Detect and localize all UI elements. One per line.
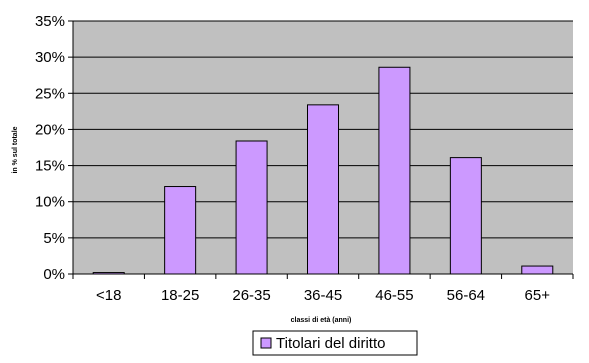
y-tick-label: 25% bbox=[35, 85, 65, 102]
bar bbox=[378, 66, 411, 275]
x-tick-label: 46-55 bbox=[375, 287, 413, 304]
x-tick-label: 36-45 bbox=[304, 287, 342, 304]
bars bbox=[92, 66, 554, 275]
x-tick-label: 56-64 bbox=[447, 287, 485, 304]
x-tick-label: 65+ bbox=[525, 287, 551, 304]
y-tick-labels: 0% 5% 10% 15% 20% 25% 30% 35% bbox=[35, 13, 73, 283]
y-tick-label: 0% bbox=[43, 266, 65, 283]
x-tick-label: 26-35 bbox=[232, 287, 270, 304]
y-tick-label: 10% bbox=[35, 194, 65, 211]
bar bbox=[235, 140, 268, 275]
y-tick-label: 5% bbox=[43, 230, 65, 247]
y-tick-label: 30% bbox=[35, 49, 65, 66]
bar bbox=[449, 157, 482, 275]
bar bbox=[307, 104, 339, 275]
y-tick-label: 35% bbox=[35, 13, 65, 30]
x-tick-label: 18-25 bbox=[161, 287, 199, 304]
axes bbox=[72, 21, 573, 275]
legend-label: Titolari del diritto bbox=[276, 335, 385, 352]
bar bbox=[521, 265, 554, 275]
bar bbox=[164, 186, 197, 275]
x-axis-title: classi di età (anni) bbox=[291, 317, 352, 324]
x-tick-labels: <18 18-25 26-35 36-45 46-55 56-64 65+ bbox=[72, 274, 574, 304]
y-tick-label: 15% bbox=[35, 158, 65, 175]
x-tick-label: <18 bbox=[96, 287, 121, 304]
y-tick-label: 20% bbox=[35, 121, 65, 138]
legend: Titolari del diritto bbox=[252, 330, 418, 356]
legend-swatch bbox=[260, 337, 272, 349]
legend-box bbox=[252, 330, 418, 356]
y-axis-title: in % sul totale bbox=[12, 126, 19, 173]
